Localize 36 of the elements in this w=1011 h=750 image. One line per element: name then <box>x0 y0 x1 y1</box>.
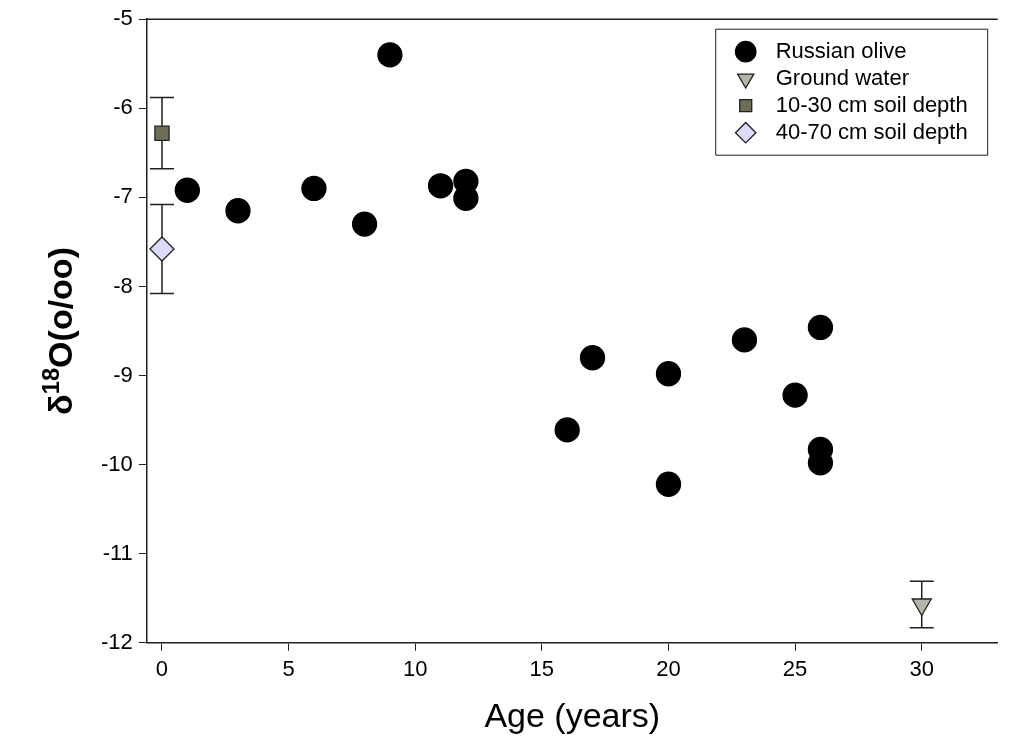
x-tick-label: 20 <box>656 656 681 682</box>
x-tick-label: 10 <box>402 656 428 682</box>
legend-label: 10-30 cm soil depth <box>775 91 968 117</box>
legend-label: 40-70 cm soil depth <box>775 118 968 144</box>
x-tick-label: 0 <box>155 656 169 682</box>
y-tick-label: -7 <box>113 183 133 209</box>
point <box>554 417 580 443</box>
y-tick-label: -10 <box>101 450 133 476</box>
point <box>174 177 200 203</box>
x-axis-title: Age (years) <box>484 695 661 734</box>
point <box>807 314 834 341</box>
point <box>377 42 403 68</box>
legend-label: Russian olive <box>775 37 907 63</box>
point <box>427 173 454 199</box>
point <box>782 382 808 408</box>
point <box>225 198 251 224</box>
point <box>655 361 682 387</box>
legend-label: Ground water <box>775 64 909 90</box>
x-tick-label: 25 <box>782 656 808 682</box>
y-tick-label: -12 <box>101 628 133 654</box>
point <box>154 125 170 141</box>
point <box>655 471 682 497</box>
point <box>351 211 378 237</box>
y-tick-label: -5 <box>113 5 133 31</box>
y-axis-title: δ18O(o/oo) <box>37 247 79 415</box>
point <box>301 175 327 202</box>
y-tick-label: -8 <box>113 272 133 298</box>
point <box>149 236 175 262</box>
y-tick-label: -9 <box>113 361 133 387</box>
x-tick-label: 15 <box>529 656 555 682</box>
y-tick-label: -6 <box>113 94 133 120</box>
y-tick-label: -11 <box>102 539 133 565</box>
point <box>731 327 758 353</box>
point <box>579 345 606 371</box>
x-tick-label: 30 <box>909 656 934 682</box>
x-tick-label: 5 <box>282 656 295 682</box>
